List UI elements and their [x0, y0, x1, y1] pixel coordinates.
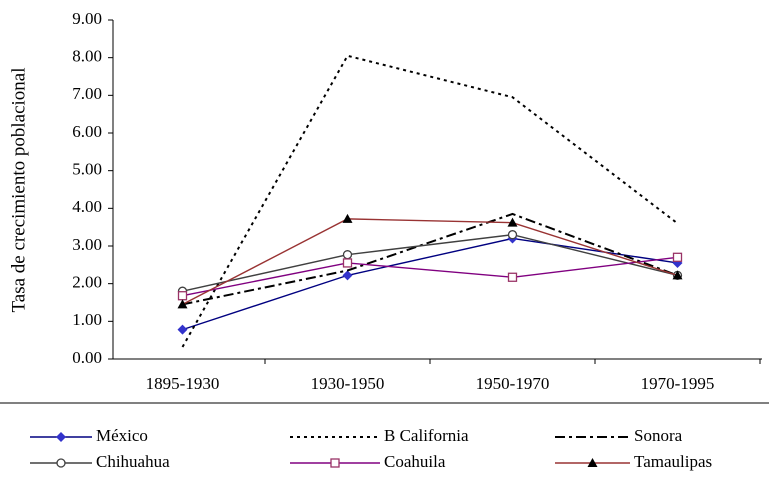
legend-label: México — [96, 426, 148, 445]
data-point — [672, 270, 683, 280]
y-tick-label: 1.00 — [72, 310, 102, 329]
x-tick-label: 1970-1995 — [641, 374, 715, 393]
y-tick-label: 8.00 — [72, 47, 102, 66]
series-line — [182, 233, 678, 292]
data-point — [342, 258, 353, 268]
y-tick-label: 2.00 — [72, 273, 102, 292]
y-axis-label: Tasa de crecimiento poblacional — [8, 67, 29, 312]
series-line — [182, 237, 678, 331]
data-point — [342, 250, 353, 260]
legend-label: B California — [384, 426, 469, 445]
series-line — [182, 212, 678, 306]
y-tick-label: 7.00 — [72, 84, 102, 103]
data-point — [177, 299, 188, 309]
y-tick-label: 4.00 — [72, 197, 102, 216]
legend-marker — [56, 432, 66, 442]
data-point — [507, 230, 518, 240]
x-tick-label: 1930-1950 — [311, 374, 385, 393]
y-tick-label: 9.00 — [72, 9, 102, 28]
series-line — [182, 218, 678, 306]
legend-label: Sonora — [634, 426, 683, 445]
data-point — [507, 272, 518, 282]
legend-marker — [330, 458, 340, 468]
data-point — [342, 270, 353, 281]
series-line — [182, 256, 678, 297]
data-point — [177, 291, 188, 301]
data-point — [672, 252, 683, 262]
x-tick-label: 1950-1970 — [476, 374, 550, 393]
y-tick-label: 6.00 — [72, 122, 102, 141]
y-tick-label: 3.00 — [72, 235, 102, 254]
y-tick-label: 0.00 — [72, 348, 102, 367]
legend-label: Chihuahua — [96, 452, 170, 471]
legend-label: Coahuila — [384, 452, 446, 471]
x-tick-label: 1895-1930 — [146, 374, 220, 393]
data-point — [342, 213, 353, 223]
series-line — [181, 54, 679, 348]
legend-marker — [56, 458, 66, 468]
data-point — [177, 324, 188, 335]
legend-marker — [587, 458, 598, 467]
y-tick-label: 5.00 — [72, 160, 102, 179]
legend-label: Tamaulipas — [634, 452, 712, 471]
data-point — [507, 217, 518, 227]
